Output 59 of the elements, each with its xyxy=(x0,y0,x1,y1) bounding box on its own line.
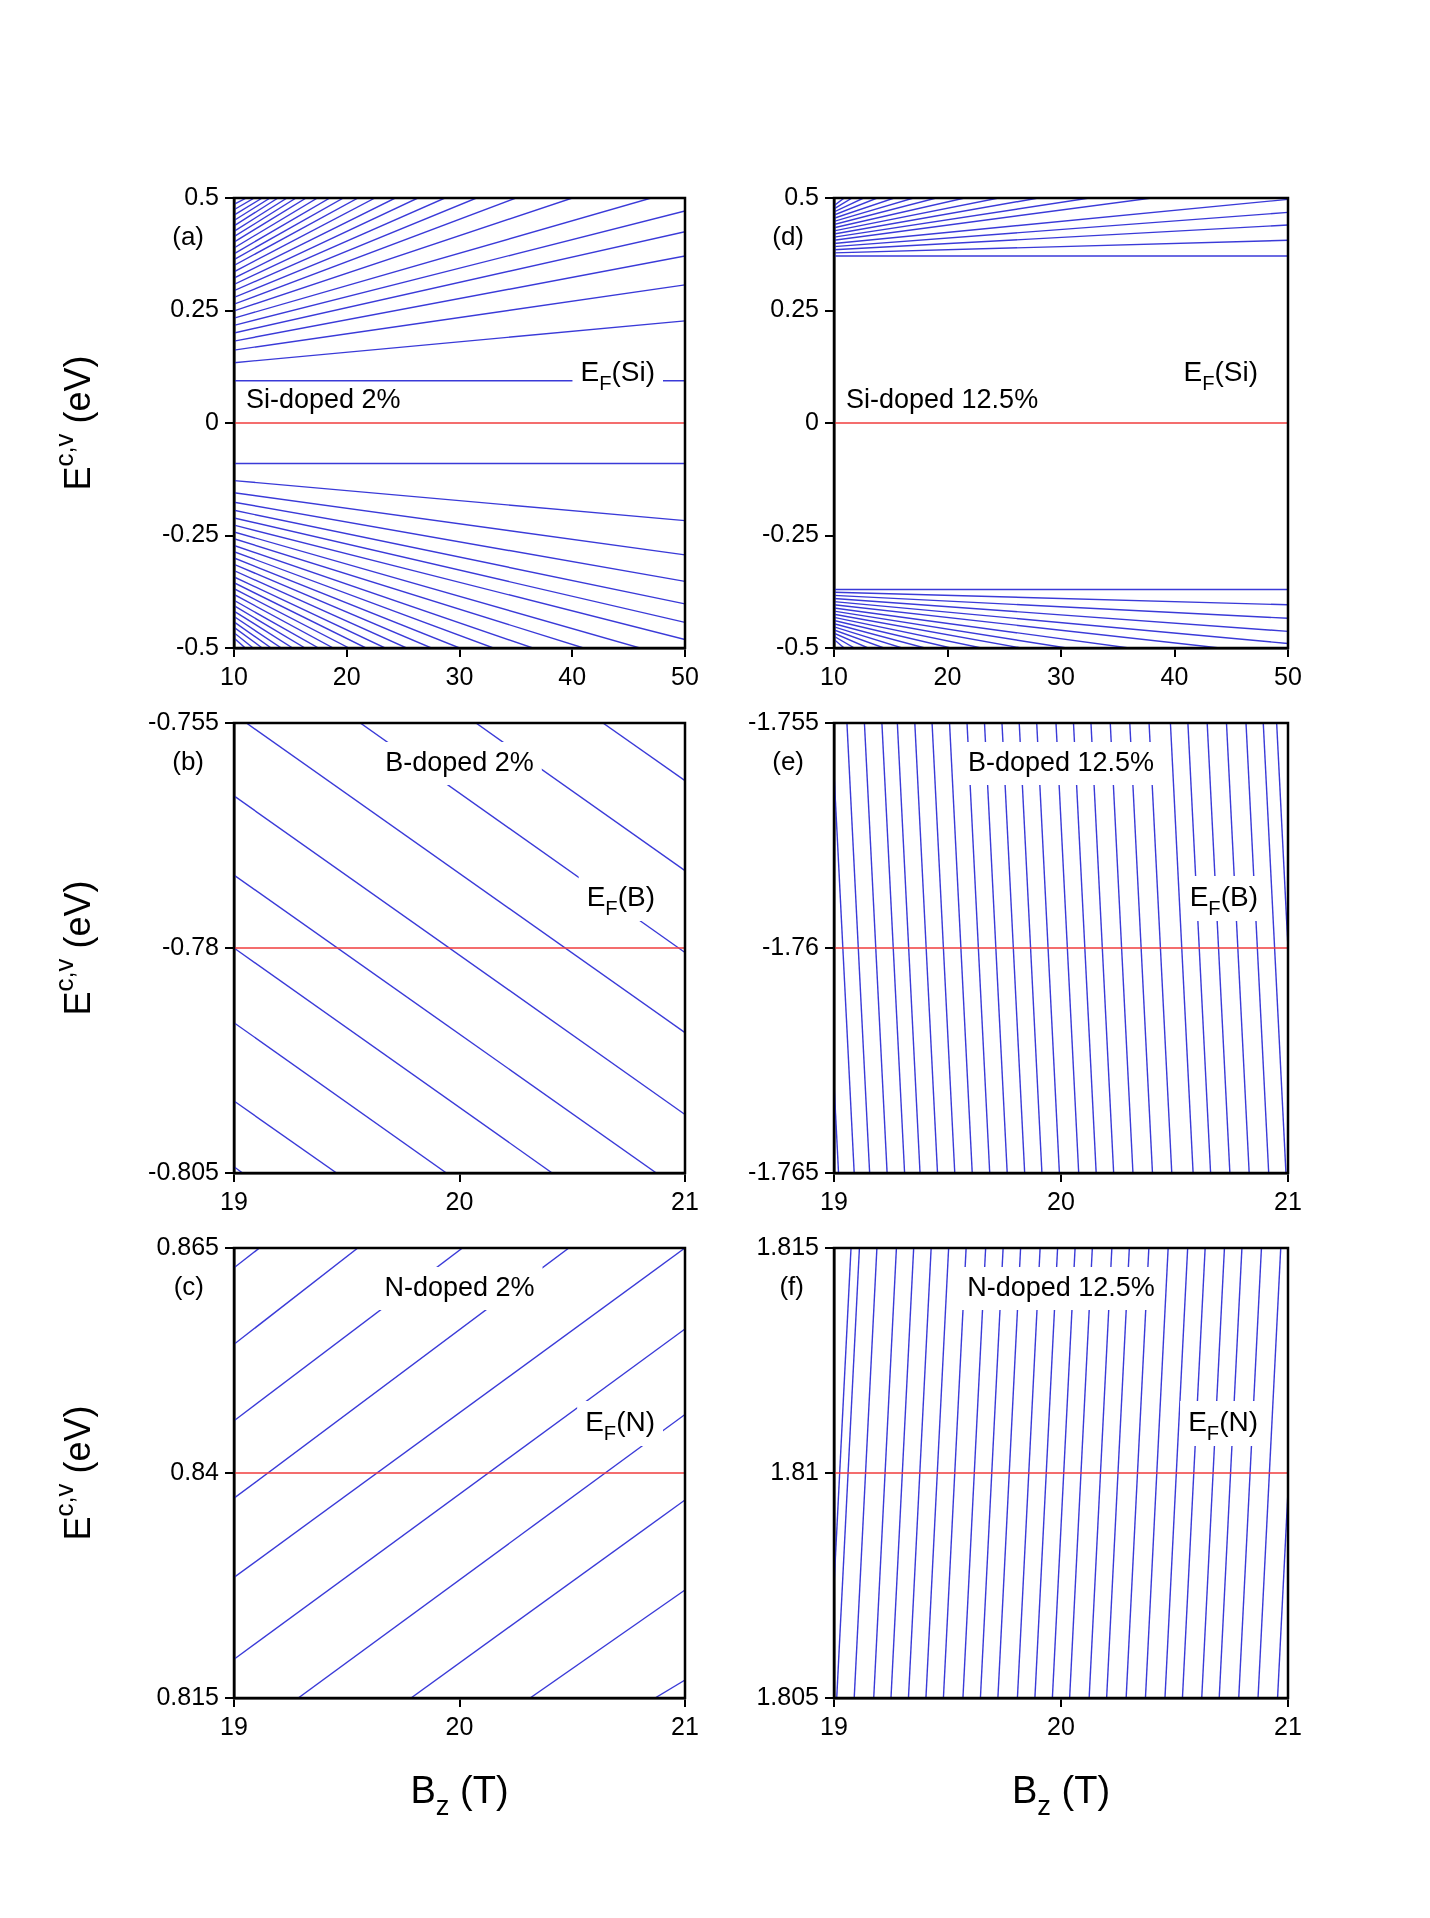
text: (a) xyxy=(172,221,204,252)
x-tick-label: 21 xyxy=(1274,1711,1302,1740)
x-tick-label: 21 xyxy=(671,1186,699,1215)
y-axis-title: Ec,v (eV) xyxy=(50,355,98,491)
text: (c) xyxy=(173,1271,205,1302)
y-tick-label: 1.81 xyxy=(770,1456,819,1485)
y-tick-label: 0.25 xyxy=(770,294,819,323)
annotation: Si-doped 12.5% xyxy=(846,383,1039,414)
x-tick-label: 20 xyxy=(1047,1186,1075,1215)
text: (d) xyxy=(772,221,804,252)
annotation: B-doped 12.5% xyxy=(967,746,1155,777)
y-tick-label: -0.805 xyxy=(148,1156,219,1185)
y-tick-label: 0 xyxy=(205,406,219,435)
x-tick-label: 30 xyxy=(445,661,474,690)
text: (f) xyxy=(779,1271,805,1302)
x-tick-label: 19 xyxy=(220,1186,248,1215)
y-tick-label: 1.815 xyxy=(756,1231,819,1260)
y-tick-label: 0.25 xyxy=(170,294,219,323)
x-tick-label: 19 xyxy=(220,1711,248,1740)
y-axis-title: Ec,v (eV) xyxy=(50,1405,98,1541)
text: (e) xyxy=(772,746,804,777)
x-tick-label: 21 xyxy=(671,1711,699,1740)
y-tick-label: -0.5 xyxy=(775,631,819,660)
y-tick-label: 0.5 xyxy=(784,181,819,210)
y-tick-label: -1.755 xyxy=(748,706,819,735)
y-tick-label: -0.755 xyxy=(148,706,219,735)
y-tick-label: -0.78 xyxy=(162,931,219,960)
y-tick-label: -0.25 xyxy=(762,519,819,548)
x-tick-label: 30 xyxy=(1047,661,1075,690)
y-tick-label: 0.815 xyxy=(156,1681,219,1710)
y-axis-title: Ec,v (eV) xyxy=(50,880,98,1016)
x-tick-label: 10 xyxy=(220,661,248,690)
x-tick-label: 40 xyxy=(558,661,587,690)
y-tick-label: 0.865 xyxy=(156,1231,219,1260)
annotation: B-doped 2% xyxy=(385,746,534,777)
x-tick-label: 40 xyxy=(1160,661,1189,690)
x-tick-label: 50 xyxy=(671,661,699,690)
x-tick-label: 20 xyxy=(445,1711,474,1740)
x-tick-label: 19 xyxy=(820,1711,848,1740)
y-tick-label: 0.84 xyxy=(170,1456,220,1485)
y-tick-label: 1.805 xyxy=(756,1681,819,1710)
x-tick-label: 20 xyxy=(933,661,962,690)
y-tick-label: 0 xyxy=(805,406,819,435)
x-tick-label: 20 xyxy=(332,661,361,690)
y-tick-label: -1.765 xyxy=(748,1156,819,1185)
x-tick-label: 50 xyxy=(1274,661,1302,690)
text: (b) xyxy=(172,746,204,777)
y-tick-label: -1.76 xyxy=(762,931,819,960)
x-tick-label: 20 xyxy=(445,1186,474,1215)
x-tick-label: 21 xyxy=(1274,1186,1302,1215)
x-tick-label: 10 xyxy=(820,661,848,690)
annotation: N-doped 12.5% xyxy=(967,1271,1155,1302)
annotation: N-doped 2% xyxy=(384,1271,535,1302)
y-tick-label: -0.25 xyxy=(162,519,219,548)
y-tick-label: 0.5 xyxy=(184,181,219,210)
x-tick-label: 19 xyxy=(820,1186,848,1215)
annotation: Si-doped 2% xyxy=(246,383,401,414)
x-tick-label: 20 xyxy=(1047,1711,1075,1740)
y-tick-label: -0.5 xyxy=(175,631,219,660)
